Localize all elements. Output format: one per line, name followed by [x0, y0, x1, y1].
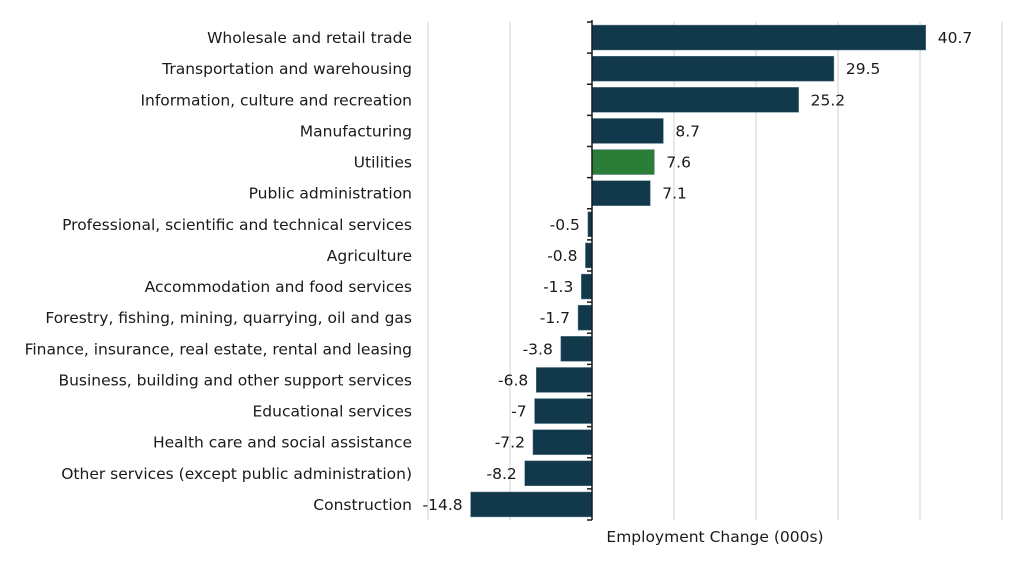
bars [470, 24, 926, 518]
bar [577, 304, 593, 331]
bar [591, 87, 799, 113]
bar [581, 273, 593, 300]
bar [534, 398, 593, 424]
category-labels: Wholesale and retail trade Transportation… [25, 29, 412, 514]
category-label: Finance, insurance, real estate, rental … [25, 340, 412, 358]
value-label: -14.8 [423, 496, 463, 514]
bar [470, 491, 593, 518]
value-label: -7 [511, 403, 526, 421]
bar [591, 180, 651, 206]
category-label: Transportation and warehousing [161, 60, 412, 78]
x-axis-title: Employment Change (000s) [606, 528, 823, 546]
value-label: 7.6 [666, 154, 691, 172]
value-label: 40.7 [938, 29, 973, 47]
category-label: Construction [313, 496, 412, 514]
bar [532, 429, 593, 455]
bar [585, 242, 593, 269]
value-label: -0.8 [547, 247, 577, 265]
bar [591, 24, 926, 51]
category-label: Wholesale and retail trade [207, 29, 412, 47]
category-label: Other services (except public administra… [61, 465, 412, 483]
value-label: 25.2 [811, 91, 846, 109]
value-label: 7.1 [662, 185, 687, 203]
value-label: -3.8 [523, 340, 553, 358]
value-labels: 40.7 29.525.2 8.7 7.6 7.1 -0.5 -0.8 -1.3 -1.7 -3.… [423, 29, 973, 514]
value-label: 29.5 [846, 60, 881, 78]
value-label: -1.3 [543, 278, 573, 296]
bar [560, 336, 593, 362]
category-label: Manufacturing [300, 122, 412, 140]
category-label: Information, culture and recreation [140, 91, 412, 109]
bar [591, 118, 664, 144]
value-label: -8.2 [487, 465, 517, 483]
category-label: Educational services [253, 403, 413, 421]
value-label: -6.8 [498, 371, 528, 389]
bar [524, 460, 593, 487]
value-label: -0.5 [550, 216, 580, 234]
bar [591, 149, 655, 175]
value-label: 8.7 [675, 122, 700, 140]
category-label: Agriculture [327, 247, 412, 265]
category-label: Utilities [354, 154, 412, 172]
bar [535, 367, 593, 393]
value-label: -7.2 [495, 434, 525, 452]
category-label: Business, building and other support ser… [58, 371, 412, 389]
bar [591, 55, 835, 82]
category-label: Public administration [249, 185, 412, 203]
category-label: Forestry, fishing, mining, quarrying, oi… [45, 309, 412, 327]
category-label: Accommodation and food services [145, 278, 412, 296]
value-label: -1.7 [540, 309, 570, 327]
category-label: Health care and social assistance [153, 434, 412, 452]
y-axis [587, 20, 593, 521]
category-label: Professional, scientific and technical s… [62, 216, 412, 234]
